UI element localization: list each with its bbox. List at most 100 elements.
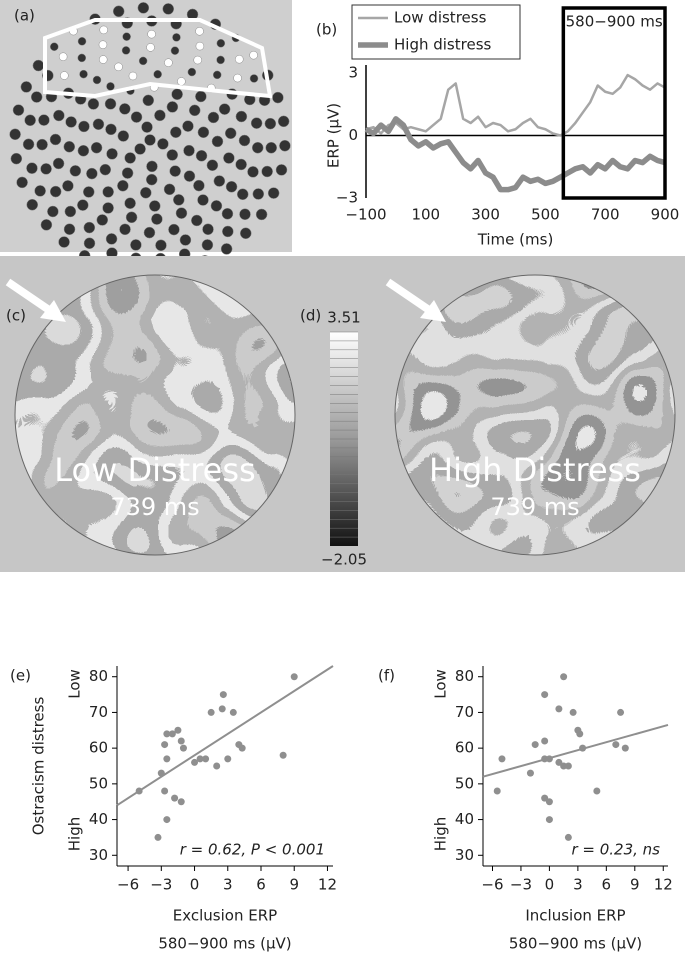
electrode xyxy=(197,194,209,206)
point xyxy=(179,744,187,752)
electrode xyxy=(252,188,265,200)
point xyxy=(545,798,553,806)
electrode xyxy=(102,186,114,198)
electrode xyxy=(175,207,188,219)
electrode xyxy=(221,208,234,220)
electrode xyxy=(87,98,100,110)
electrode xyxy=(173,194,185,206)
electrode xyxy=(171,88,183,101)
series-line xyxy=(365,73,666,137)
y-axis-end-label: Low xyxy=(66,669,84,699)
point xyxy=(161,741,169,749)
legend-label: High distress xyxy=(394,36,492,54)
point xyxy=(526,769,534,777)
panel-label: (d) xyxy=(300,307,321,325)
electrode xyxy=(224,127,237,140)
y-tick-label: 70 xyxy=(89,703,108,721)
y-tick-label: 80 xyxy=(455,667,474,685)
point xyxy=(569,708,577,716)
electrode xyxy=(38,114,50,126)
point xyxy=(617,708,625,716)
point xyxy=(177,798,185,806)
electrode xyxy=(69,165,82,177)
topomap-labels: 3.51 −2.05 (c) Low Distress 739 ms (d) High Di… xyxy=(6,307,641,569)
electrode xyxy=(124,197,136,209)
x-axis-label: Time (ms) xyxy=(477,231,554,249)
electrode xyxy=(40,219,53,231)
electrode xyxy=(235,110,248,123)
electrode xyxy=(77,144,90,157)
point xyxy=(177,737,185,745)
y-tick-label: 3 xyxy=(348,64,358,82)
point xyxy=(612,741,620,749)
electrode xyxy=(40,163,52,175)
electrode xyxy=(164,58,173,67)
head-outline xyxy=(394,274,676,556)
electrode xyxy=(12,104,25,116)
head-outline xyxy=(14,274,296,556)
electrode xyxy=(202,223,214,236)
electrode xyxy=(187,67,197,77)
point xyxy=(560,673,568,681)
electrode xyxy=(170,46,180,55)
point xyxy=(161,787,169,795)
point xyxy=(564,762,572,770)
panel-label: (e) xyxy=(10,667,31,685)
electrode xyxy=(49,133,62,146)
y-tick-label: 50 xyxy=(455,774,474,792)
electrode xyxy=(79,69,88,79)
electrode xyxy=(47,205,59,218)
x-tick-label: 9 xyxy=(289,876,299,894)
electrode xyxy=(112,5,125,18)
electrode xyxy=(30,91,43,103)
electrode xyxy=(22,138,35,151)
electrode xyxy=(53,109,65,122)
electrode xyxy=(193,55,202,65)
electrode xyxy=(239,227,252,240)
point xyxy=(171,794,179,802)
x-tick-label: 3 xyxy=(573,876,583,894)
electrode xyxy=(251,141,264,154)
electrode xyxy=(26,198,39,211)
electrode xyxy=(168,223,180,236)
electrode xyxy=(166,101,179,113)
electrode xyxy=(213,175,226,187)
electrode xyxy=(146,43,155,52)
electrode xyxy=(207,111,220,124)
y-tick-label: 70 xyxy=(455,703,474,721)
electrode xyxy=(225,181,238,193)
point xyxy=(541,691,549,699)
topomap-title: High Distress xyxy=(429,451,641,489)
electrode xyxy=(77,199,89,211)
point xyxy=(163,730,171,738)
y-tick-label: 60 xyxy=(89,739,108,757)
electrode xyxy=(105,233,118,245)
electrode xyxy=(264,117,277,130)
electrode xyxy=(77,37,87,46)
point xyxy=(576,730,584,738)
point xyxy=(621,744,629,752)
electrode xyxy=(121,167,134,179)
point xyxy=(545,816,553,824)
colorbar-bands xyxy=(330,331,358,538)
x-tick-label: 100 xyxy=(411,206,440,224)
electrode xyxy=(64,205,77,218)
point xyxy=(290,673,298,681)
time-window xyxy=(561,6,667,200)
y-axis-label: ERP (μV) xyxy=(325,103,343,168)
electrode xyxy=(122,32,131,41)
electrode xyxy=(277,115,290,128)
electrode xyxy=(104,98,117,110)
x-axis-label: Exclusion ERP xyxy=(173,907,277,925)
point xyxy=(218,705,226,713)
electrode xyxy=(279,139,291,152)
electrode xyxy=(125,211,138,224)
electrode xyxy=(63,223,76,235)
arrow-head xyxy=(40,300,66,322)
electrode xyxy=(99,25,108,35)
electrode xyxy=(238,134,251,147)
roi-outline xyxy=(43,18,273,99)
y-tick-label: 80 xyxy=(89,667,108,685)
electrode xyxy=(117,130,130,142)
electrode xyxy=(183,170,196,182)
